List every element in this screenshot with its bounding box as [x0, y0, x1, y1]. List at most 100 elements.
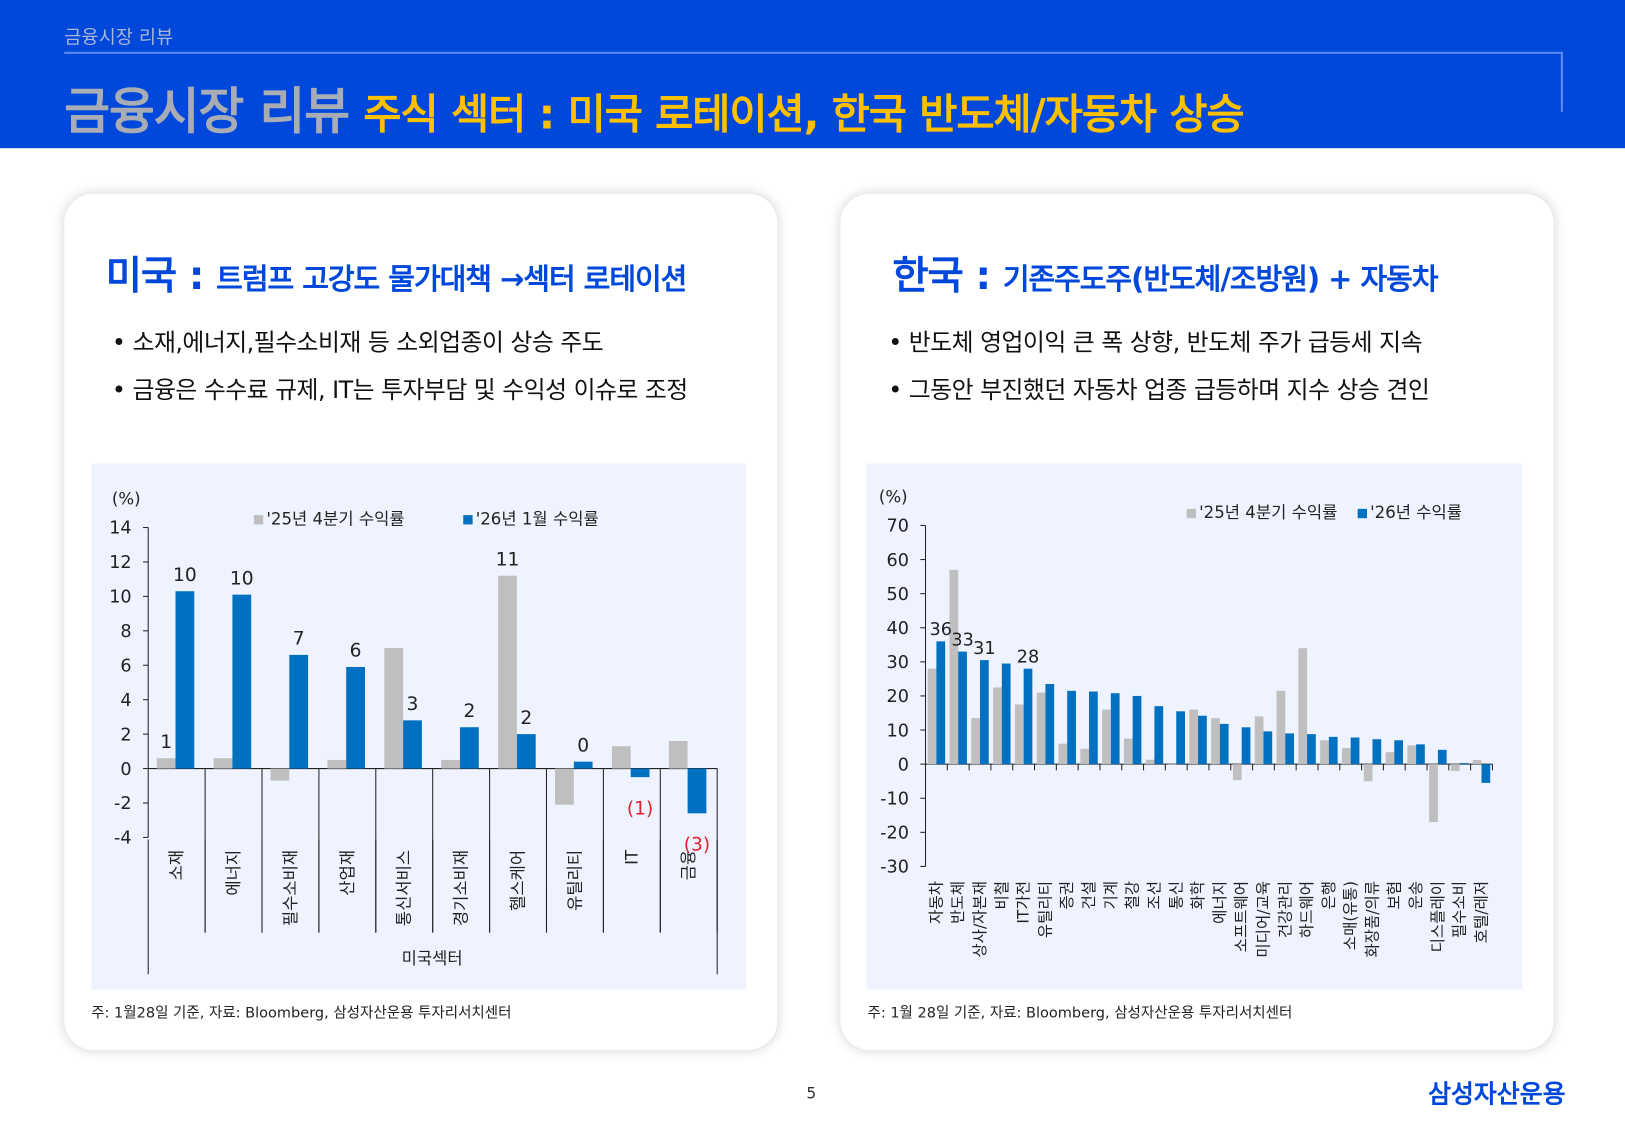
bar-2026	[1089, 691, 1098, 765]
legend-swatch	[1186, 508, 1197, 519]
us-panel-title: 미국 : 트럼프 고강도 물가대책 →섹터 로테이션	[106, 244, 688, 301]
x-tick-label: 유틸리티	[565, 850, 584, 911]
data-label: (3)	[684, 835, 710, 856]
bar-2025	[1407, 745, 1417, 765]
bar-2026	[289, 654, 309, 769]
kr-panel-title: 한국 : 기존주도주(반도체/조방원) + 자동차	[892, 244, 1438, 301]
x-tick-label: 조선	[1145, 881, 1163, 910]
x-tick-label: 디스플레이	[1429, 881, 1447, 952]
us-title-sub: 트럼프 고강도 물가대책 →섹터 로테이션	[216, 262, 687, 297]
page-number: 5	[806, 1084, 817, 1103]
bar-2025	[213, 758, 233, 769]
x-tick-label: 에너지	[1211, 881, 1229, 924]
x-tick-label: 상사/자본재	[971, 881, 989, 958]
bar-2025	[555, 768, 574, 805]
x-tick-label: 반도체	[949, 881, 967, 924]
bar-2026	[1067, 690, 1076, 765]
x-tick-label: 통신	[1167, 881, 1185, 910]
data-label: 33	[951, 630, 973, 650]
x-tick-label: 화장품/의류	[1363, 881, 1381, 958]
bar-2025	[927, 668, 937, 765]
bar-2025	[1036, 692, 1046, 765]
x-tick-label: 철강	[1124, 881, 1142, 910]
legend-label: '26년 수익률	[1370, 503, 1462, 522]
y-tick-label: 4	[120, 691, 131, 711]
data-label: 1	[160, 732, 172, 753]
title-main: 금융시장 리뷰	[64, 82, 350, 141]
x-tick-label: 에너지	[224, 850, 243, 896]
data-label: (1)	[627, 798, 653, 819]
x-tick-label: 소재	[167, 850, 186, 881]
bar-2025	[384, 648, 404, 769]
bar-2026	[516, 734, 536, 769]
bar-2026	[232, 594, 252, 769]
x-tick-label: 호텔/레저	[1473, 881, 1491, 943]
bar-2025	[1472, 760, 1482, 765]
bar-2026	[687, 768, 707, 814]
y-tick-label: -2	[114, 794, 132, 814]
legend-label: '26년 1월 수익률	[476, 509, 599, 528]
data-label: 28	[1017, 647, 1039, 667]
kr-source-note: 주: 1월 28일 기준, 자료: Bloomberg, 삼성자산운용 투자리서…	[867, 1005, 1293, 1022]
data-label: 2	[520, 708, 532, 729]
bar-2025	[1145, 759, 1155, 765]
bar-2025	[1123, 738, 1133, 765]
page-subtitle: 주식 섹터 : 미국 로테이션, 한국 반도체/자동차 상승	[363, 91, 1244, 139]
x-tick-label: 소프트웨어	[1233, 881, 1251, 952]
bar-2025	[327, 759, 347, 769]
data-label: 6	[350, 641, 362, 662]
breadcrumb: 금융시장 리뷰	[64, 26, 174, 49]
header-divider-vertical	[1560, 51, 1563, 112]
x-tick-label: IT	[622, 849, 641, 865]
bar-2025	[1341, 748, 1351, 765]
x-tick-label: 미디어/교육	[1254, 881, 1272, 958]
page-title: 금융시장 리뷰 주식 섹터 : 미국 로테이션, 한국 반도체/자동차 상승	[64, 70, 1244, 143]
y-tick-label: 20	[887, 687, 909, 707]
header-divider	[64, 51, 1563, 54]
bar-2026	[1176, 711, 1185, 765]
x-tick-label: 경기소비재	[452, 850, 471, 926]
y-tick-label: 8	[120, 622, 131, 642]
bar-2026	[1328, 736, 1338, 765]
bar-2025	[1102, 709, 1111, 765]
bar-2026	[1350, 737, 1360, 765]
x-tick-label: 유틸리티	[1036, 881, 1054, 938]
bar-2025	[1014, 704, 1024, 765]
x-tick-label: 비철	[993, 881, 1011, 910]
bar-2026	[1285, 733, 1294, 765]
y-tick-label: 70	[887, 517, 909, 537]
bar-2026	[1023, 668, 1033, 765]
bar-2025	[498, 575, 517, 769]
bar-2025	[1276, 690, 1286, 765]
bar-2026	[1132, 695, 1142, 765]
bar-2025	[1429, 764, 1438, 823]
company-logo: 삼성자산운용	[1428, 1079, 1566, 1109]
x-tick-label: 건강관리	[1276, 881, 1294, 938]
bar-2026	[1219, 723, 1229, 765]
kr-bullet-1: • 반도체 영업이익 큰 폭 상향, 반도체 주가 급등세 지속	[888, 329, 1422, 357]
y-tick-label: 60	[887, 551, 909, 571]
us-bullet-2: • 금융은 수수료 규제, IT는 투자부담 및 수익성 이슈로 조정	[111, 377, 688, 405]
bar-2025	[1080, 748, 1090, 765]
data-label: 31	[973, 639, 995, 659]
data-label: 10	[230, 568, 254, 589]
y-tick-label: 10	[109, 588, 131, 608]
bar-2025	[156, 758, 176, 769]
bar-2025	[1211, 718, 1220, 765]
x-tick-label: 헬스케어	[509, 850, 528, 911]
bar-2026	[460, 727, 479, 769]
bar-2025	[270, 768, 290, 781]
legend-swatch	[463, 515, 473, 525]
y-tick-label: 14	[109, 519, 131, 539]
bar-2026	[1045, 684, 1055, 765]
bar-2025	[1320, 740, 1329, 765]
y-tick-label: 2	[120, 725, 131, 745]
bar-2025	[1450, 764, 1460, 771]
bar-2026	[1307, 734, 1316, 765]
x-tick-label: 산업재	[338, 850, 357, 896]
x-tick-label: 자동차	[927, 881, 945, 924]
bar-2026	[1481, 764, 1491, 783]
bar-2025	[1167, 764, 1177, 765]
data-label: 11	[496, 549, 520, 570]
bar-2025	[611, 746, 631, 769]
